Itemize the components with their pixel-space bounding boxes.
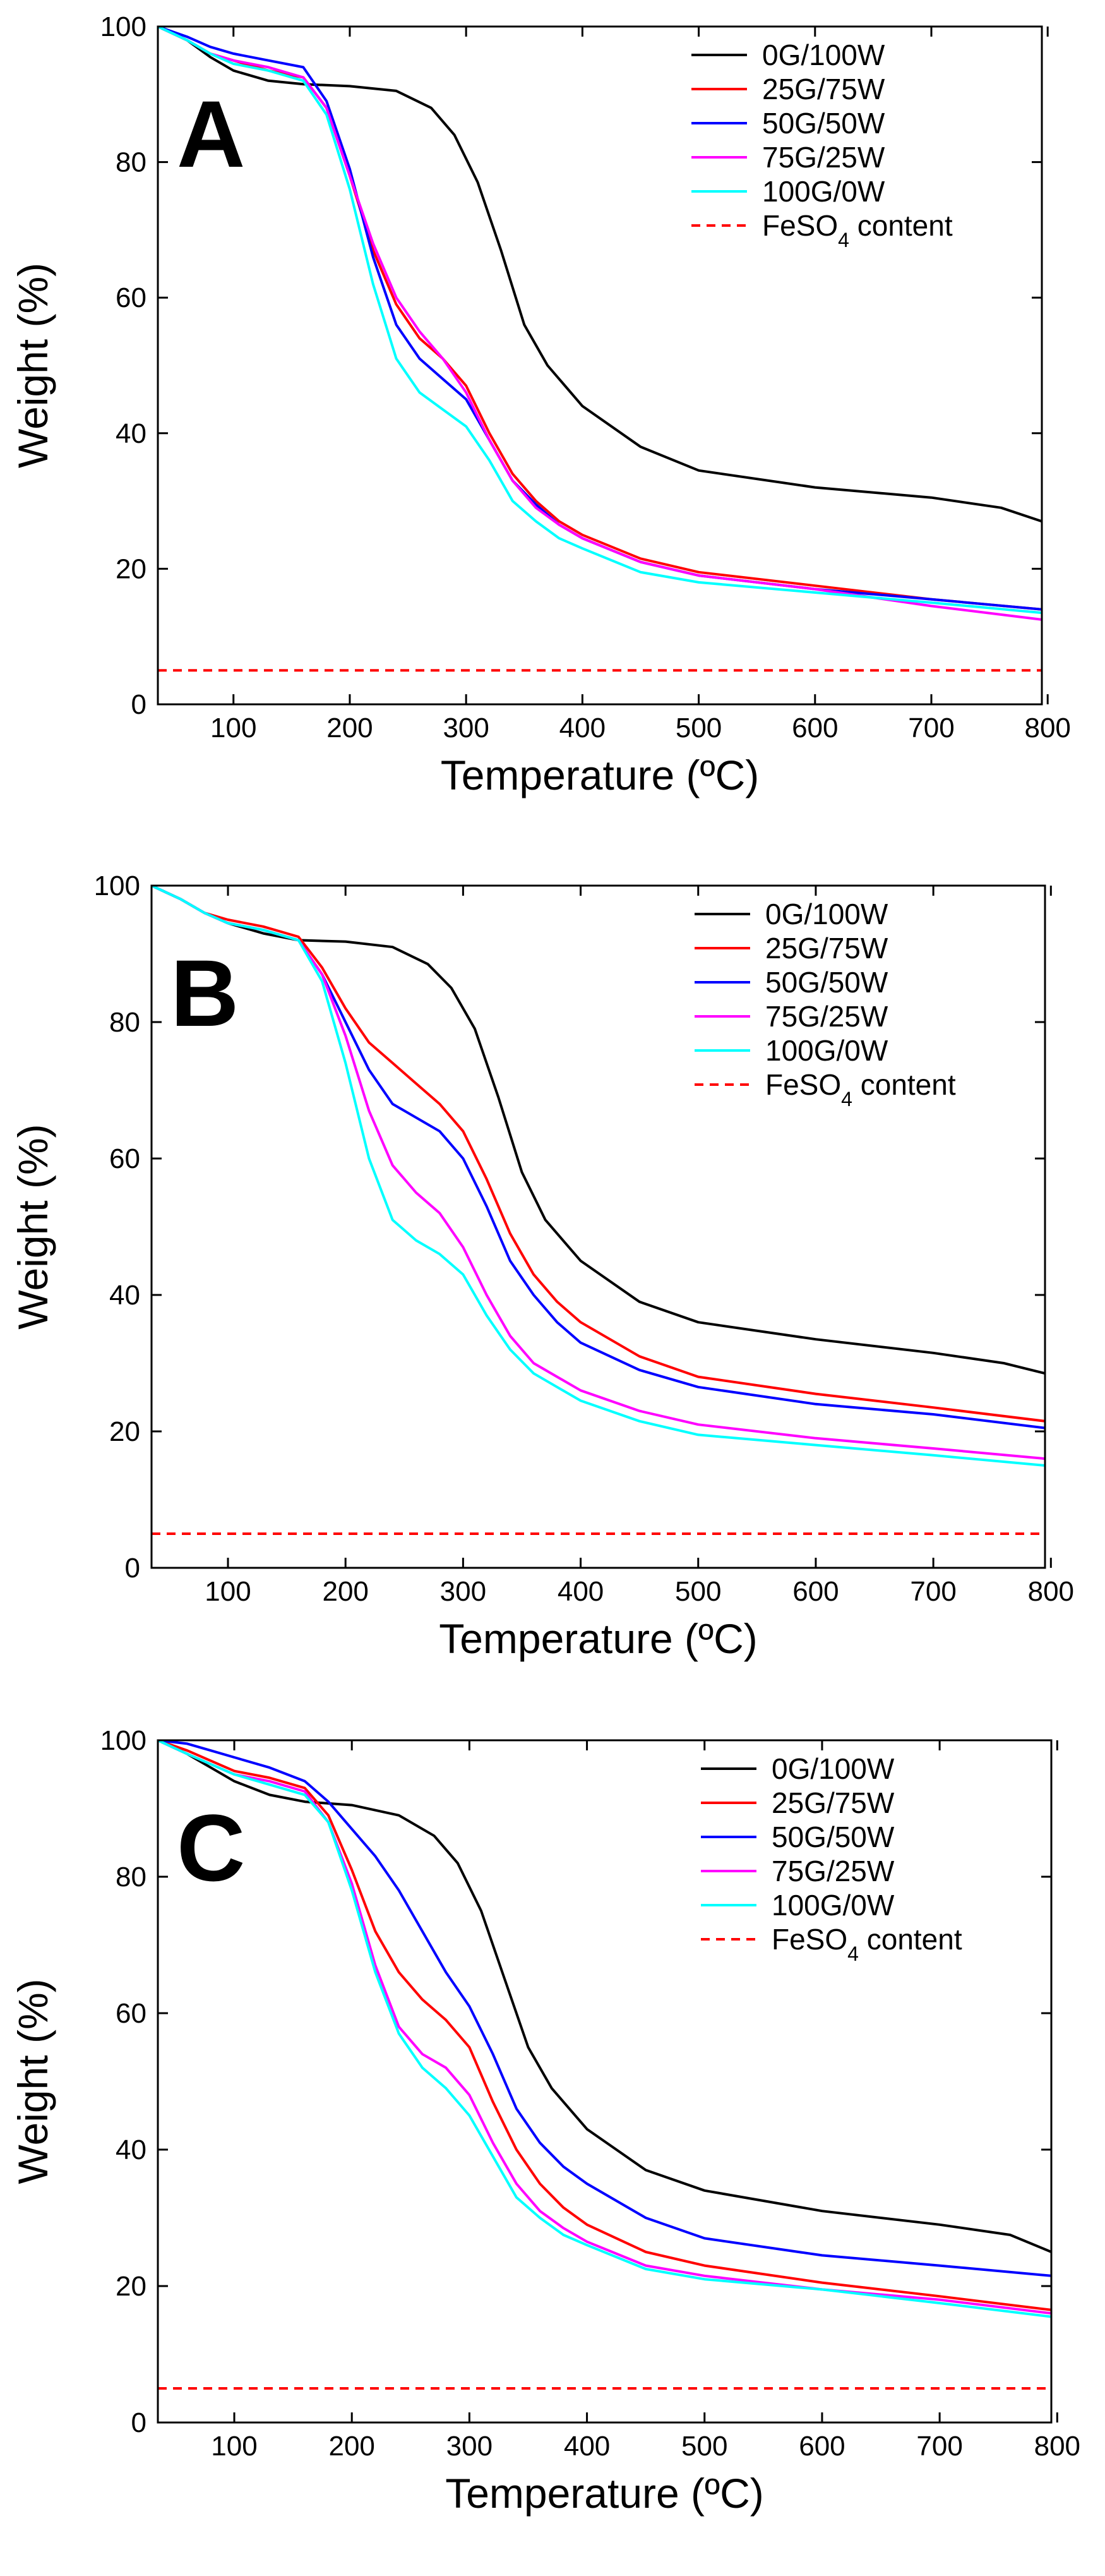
- legend-label: 25G/75W: [772, 1786, 895, 1819]
- x-axis-title: Temperature (ºC): [445, 2470, 764, 2517]
- y-axis-title: Weight (%): [9, 263, 56, 468]
- x-tick-label: 500: [681, 2431, 727, 2462]
- series-line-75g-25w: [158, 1740, 1051, 2315]
- x-tick-label: 700: [910, 1576, 956, 1607]
- y-tick-label: 20: [116, 553, 146, 584]
- plot-frame: [157, 25, 1043, 706]
- y-tick-label: 60: [109, 1143, 140, 1174]
- series-line-100g-0w: [158, 1740, 1051, 2318]
- y-tick-label: 40: [116, 418, 146, 449]
- x-tick-label: 500: [676, 713, 722, 743]
- y-tick-label: 100: [100, 1725, 146, 1756]
- legend-label: FeSO4 content: [772, 1923, 962, 1965]
- series-line-25g-75w: [152, 886, 1045, 1423]
- legend-label: 50G/50W: [772, 1821, 895, 1853]
- y-tick-label: 60: [116, 1998, 146, 2029]
- y-tick-label: 0: [131, 689, 146, 720]
- x-tick-label: 100: [210, 713, 256, 743]
- plot-area: [158, 1740, 1051, 2390]
- x-tick-label: 100: [211, 2431, 257, 2462]
- x-tick-label: 400: [559, 713, 606, 743]
- x-tick-label: 800: [1024, 713, 1070, 743]
- series-line-75g-25w: [152, 886, 1045, 1460]
- x-tick-label: 700: [908, 713, 954, 743]
- y-tick-label: 0: [125, 1553, 140, 1584]
- legend-label: 0G/100W: [772, 1752, 895, 1785]
- y-tick-label: 80: [116, 1862, 146, 1893]
- plot-area: [158, 27, 1042, 672]
- panel-label: C: [177, 1795, 245, 1901]
- series-line-75g-25w: [158, 27, 1042, 621]
- series-line-50g-50w: [152, 886, 1045, 1429]
- x-tick-label: 800: [1034, 2431, 1080, 2462]
- plot-area: [152, 886, 1045, 1535]
- legend: 0G/100W25G/75W50G/50W75G/25W100G/0WFeSO4…: [691, 39, 953, 251]
- legend-label: 0G/100W: [765, 898, 888, 930]
- y-tick-label: 0: [131, 2407, 146, 2438]
- legend-label: 100G/0W: [762, 175, 885, 208]
- x-tick-label: 400: [558, 1576, 604, 1607]
- y-tick-label: 60: [116, 282, 146, 313]
- x-tick-label: 100: [205, 1576, 251, 1607]
- series-line-25g-75w: [158, 1740, 1051, 2311]
- y-tick-label: 100: [94, 870, 140, 901]
- chart-panel-c: 100 200 300 400 500 600 700 800 0 20 40 60 80 100 Temp…: [9, 1725, 1080, 2517]
- series-line-0g-100w: [152, 886, 1045, 1375]
- series-line-0g-100w: [158, 27, 1042, 523]
- x-tick-label: 200: [322, 1576, 368, 1607]
- legend-label: 100G/0W: [772, 1889, 895, 1922]
- panel-label: A: [177, 81, 245, 187]
- y-axis-title: Weight (%): [9, 1124, 56, 1329]
- legend-label: FeSO4 content: [762, 209, 953, 251]
- x-tick-label: 200: [328, 2431, 374, 2462]
- series-line-0g-100w: [158, 1740, 1051, 2253]
- y-tick-label: 100: [100, 11, 146, 42]
- legend: 0G/100W25G/75W50G/50W75G/25W100G/0WFeSO4…: [695, 898, 956, 1110]
- legend-label: 75G/25W: [765, 1000, 888, 1033]
- x-tick-label: 300: [443, 713, 489, 743]
- x-tick-label: 500: [675, 1576, 721, 1607]
- legend-label: 100G/0W: [765, 1034, 888, 1067]
- x-tick-label: 600: [799, 2431, 845, 2462]
- series-line-100g-0w: [158, 27, 1042, 615]
- series-line-25g-75w: [158, 27, 1042, 611]
- x-tick-label: 800: [1028, 1576, 1074, 1607]
- legend-label: 50G/50W: [762, 107, 885, 140]
- y-tick-label: 20: [116, 2271, 146, 2302]
- plot-frame: [150, 884, 1046, 1569]
- chart-panel-a: 100 200 300 400 500 600 700 800 0 20 40 60 80 100 Temp…: [9, 11, 1071, 798]
- legend-label: 25G/75W: [765, 932, 888, 965]
- legend: 0G/100W25G/75W50G/50W75G/25W100G/0WFeSO4…: [701, 1752, 962, 1965]
- legend-label: 75G/25W: [772, 1855, 895, 1887]
- y-tick-label: 40: [116, 2134, 146, 2165]
- panel-label: B: [170, 940, 239, 1046]
- x-tick-label: 200: [326, 713, 373, 743]
- y-tick-label: 40: [109, 1280, 140, 1311]
- y-tick-label: 80: [109, 1007, 140, 1038]
- y-axis-title: Weight (%): [9, 1978, 56, 2184]
- plot-frame: [157, 1739, 1053, 2424]
- series-line-50g-50w: [158, 1740, 1051, 2277]
- x-tick-label: 600: [792, 1576, 839, 1607]
- legend-label: FeSO4 content: [765, 1068, 956, 1110]
- x-tick-label: 600: [792, 713, 838, 743]
- x-tick-label: 700: [916, 2431, 962, 2462]
- chart-panel-b: 100 200 300 400 500 600 700 800 0 20 40 60 80 100 Temp…: [9, 870, 1074, 1662]
- y-tick-label: 80: [116, 147, 146, 178]
- legend-label: 0G/100W: [762, 39, 885, 71]
- x-axis-title: Temperature (ºC): [439, 1615, 758, 1662]
- series-line-50g-50w: [158, 27, 1042, 611]
- series-line-100g-0w: [152, 886, 1045, 1467]
- x-tick-label: 400: [564, 2431, 610, 2462]
- x-tick-label: 300: [440, 1576, 486, 1607]
- y-tick-label: 20: [109, 1416, 140, 1447]
- legend-label: 25G/75W: [762, 73, 885, 105]
- x-tick-label: 300: [446, 2431, 493, 2462]
- legend-label: 50G/50W: [765, 966, 888, 999]
- x-axis-title: Temperature (ºC): [441, 752, 760, 798]
- legend-label: 75G/25W: [762, 141, 885, 174]
